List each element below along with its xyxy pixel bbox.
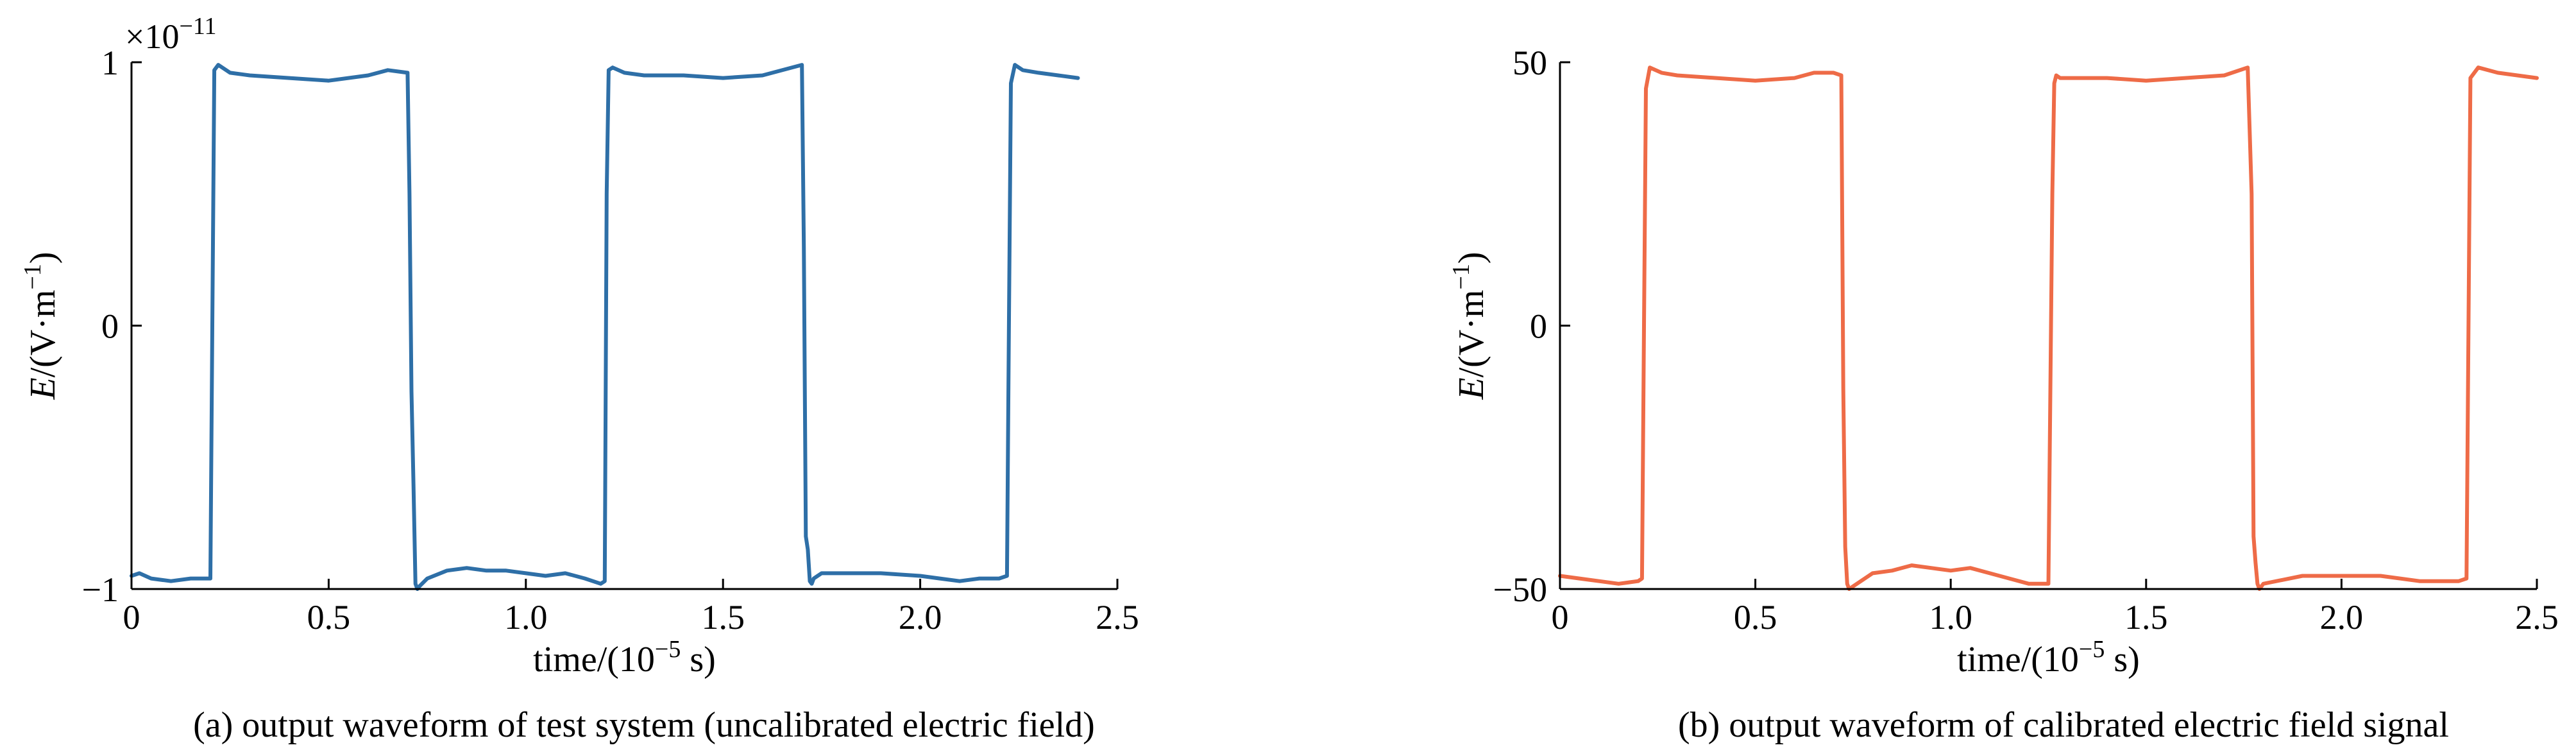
x-tick-label: 0 (1552, 598, 1569, 637)
x-tick-label: 0.5 (307, 598, 351, 637)
x-tick-label: 0 (123, 598, 140, 637)
panel-a-caption: (a) output waveform of test system (unca… (193, 705, 1095, 745)
x-tick-label: 1.5 (701, 598, 745, 637)
panel-b-caption: (b) output waveform of calibrated electr… (1678, 705, 2449, 745)
plot-b-series (1558, 65, 2539, 591)
x-tick-label: 2.5 (1096, 598, 1139, 637)
plot-b-y-ticks: −50 0 50 (1493, 44, 1570, 609)
plot-a-series (130, 63, 1080, 591)
series-line (130, 63, 1080, 591)
x-tick-label: 1.5 (2124, 598, 2168, 637)
x-tick-label: 1.0 (1929, 598, 1972, 637)
y-tick-label: 0 (101, 307, 119, 346)
plot-a-y-multiplier: ×10−11 (125, 13, 217, 56)
plot-b-y-axis-label: E/(V·m−1) (1448, 252, 1491, 400)
y-tick-label: −1 (82, 570, 119, 609)
x-tick-label: 2.5 (2515, 598, 2559, 637)
x-tick-label: 2.0 (2320, 598, 2364, 637)
panel-a: 0 0.5 1.0 1.5 2.0 2.5 −101 time/(10−5 s) E/(V… (19, 13, 1139, 745)
plot-a-x-axis-label: time/(10−5 s) (533, 636, 716, 679)
plot-a-x-ticks: 0 0.5 1.0 1.5 2.0 2.5 (123, 579, 1139, 637)
x-tick-label: 0.5 (1734, 598, 1777, 637)
y-tick-label: −50 (1493, 570, 1547, 609)
plot-b-x-ticks: 0 0.5 1.0 1.5 2.0 2.5 (1552, 579, 2559, 637)
plot-a-y-ticks: −1 0 1 (82, 44, 142, 609)
y-tick-label: 0 (1530, 307, 1547, 346)
series-line (1558, 65, 2539, 591)
y-tick-label: 50 (1513, 44, 1547, 82)
y-tick-label: 1 (101, 44, 119, 82)
plot-b-x-axis-label: time/(10−5 s) (1957, 636, 2140, 679)
plot-a-y-axis-label: E/(V·m−1) (19, 252, 63, 400)
x-tick-label: 1.0 (504, 598, 548, 637)
x-tick-label: 2.0 (899, 598, 942, 637)
